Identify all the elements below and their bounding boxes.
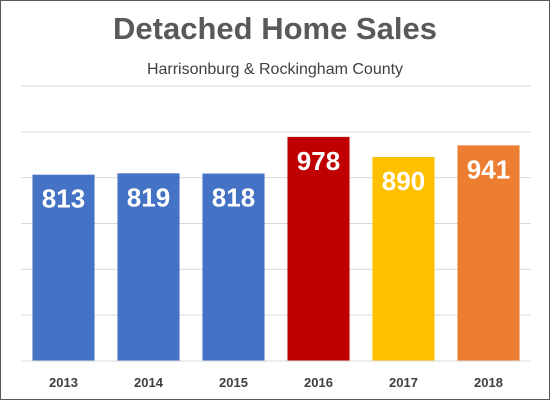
bar-2016 [287,136,350,361]
data-label-2014: 819 [127,182,170,212]
x-tick-label-2018: 2018 [474,375,503,390]
data-label-2017: 890 [382,166,425,196]
x-tick-label-2013: 2013 [49,375,78,390]
x-tick-label-2015: 2015 [219,375,248,390]
x-tick-label-2014: 2014 [134,375,164,390]
bar-2015 [202,173,265,361]
x-tick-label-2016: 2016 [304,375,333,390]
bar-2014 [117,173,180,361]
data-label-2013: 813 [42,184,85,214]
x-tick-label-2017: 2017 [389,375,418,390]
data-label-2018: 941 [467,154,510,184]
bar-2018 [457,145,520,361]
data-label-2015: 818 [212,183,255,213]
chart-subtitle: Harrisonburg & Rockingham County [146,61,404,78]
data-label-2016: 978 [297,146,340,176]
chart-title: Detached Home Sales [113,11,437,46]
bar-2013 [32,174,95,361]
bar-2017 [372,157,435,361]
